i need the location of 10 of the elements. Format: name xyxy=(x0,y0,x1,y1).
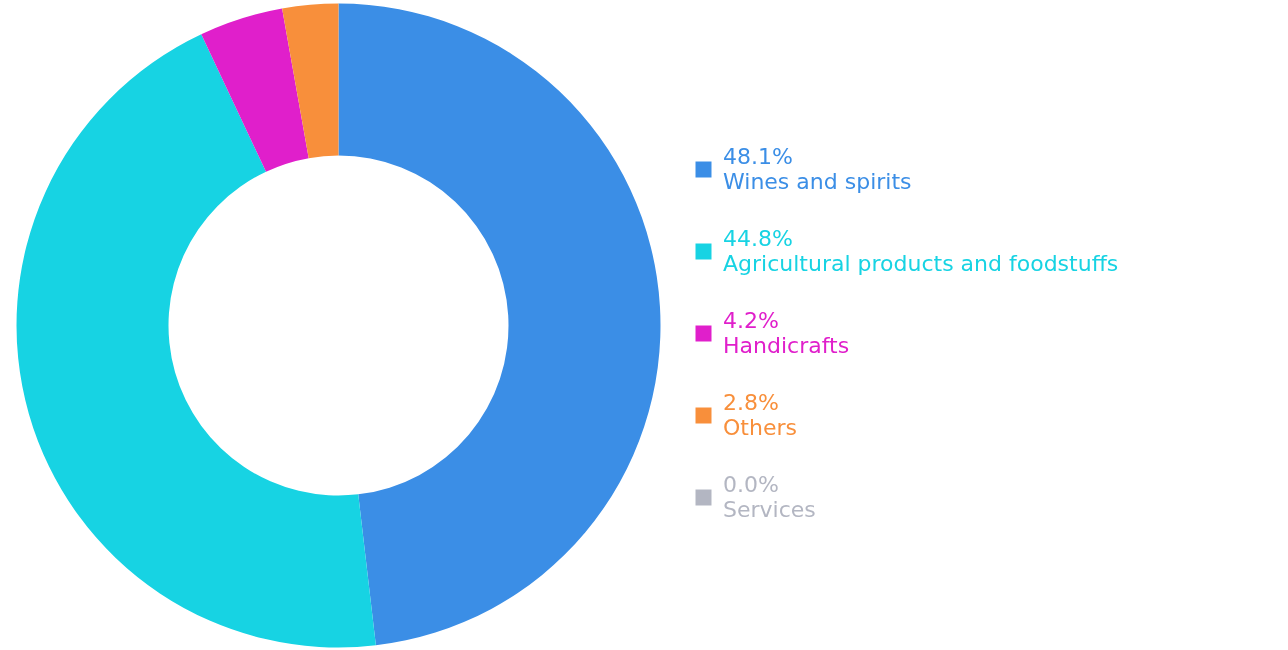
text: 0.0% xyxy=(723,472,779,497)
legend-label: Wines and spirits xyxy=(723,169,912,194)
legend-label: Others xyxy=(723,415,797,440)
data-label: 4.2% xyxy=(723,308,779,333)
data-label: 44.8% xyxy=(723,226,793,251)
data-label: 2.8% xyxy=(723,390,779,415)
legend-label: Handicrafts xyxy=(723,333,850,358)
legend-label: Services xyxy=(723,497,816,522)
data-label: 48.1% xyxy=(723,144,793,169)
legend-label: Agricultural products and foodstuffs xyxy=(723,251,1119,276)
